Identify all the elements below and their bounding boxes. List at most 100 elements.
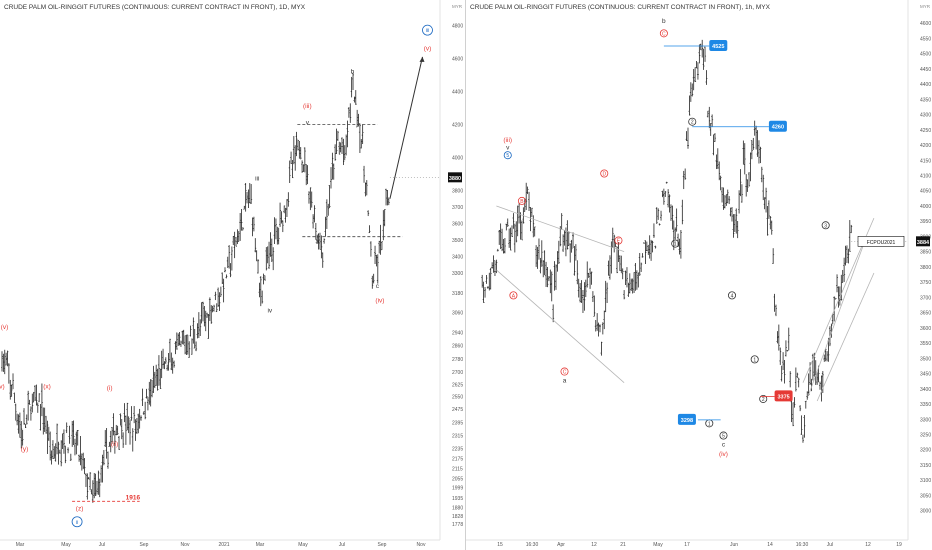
- y-tick-label: 2395: [452, 420, 463, 426]
- x-tick-label: Jul: [99, 542, 105, 548]
- current-price-label: 3880: [449, 176, 461, 182]
- price-axis-bg: [440, 0, 465, 550]
- level-label: 1916: [126, 494, 141, 501]
- wave-label: 1: [674, 242, 677, 248]
- x-tick-label: 16:30: [526, 542, 539, 548]
- y-tick-label: 3700: [452, 205, 463, 211]
- currency-label: MYR: [452, 4, 463, 9]
- y-tick-label: 3950: [920, 219, 931, 225]
- wave-label: b: [662, 18, 666, 25]
- trendline: [496, 205, 625, 253]
- trendline: [808, 239, 866, 396]
- y-tick-label: 3500: [920, 356, 931, 362]
- y-tick-label: 3600: [920, 326, 931, 332]
- wave-label-circle: [71, 516, 83, 528]
- wave-label: C: [662, 31, 666, 37]
- y-tick-label: 3700: [920, 295, 931, 301]
- current-price-box: [448, 172, 462, 183]
- chart-title-daily: CRUDE PALM OIL-RINGGIT FUTURES (CONTINUO…: [4, 4, 306, 11]
- x-tick-label: May: [298, 542, 308, 548]
- y-tick-label: 1828: [452, 514, 463, 520]
- price-axis-bg: [908, 0, 932, 550]
- y-tick-label: 3800: [920, 265, 931, 271]
- wave-label: (z): [76, 506, 84, 513]
- y-tick-label: 4350: [920, 97, 931, 103]
- y-tick-label: 3050: [920, 493, 931, 499]
- wave-label-circle: [719, 431, 728, 440]
- wave-label: v): [0, 383, 5, 390]
- x-tick-label: 16:30: [796, 542, 809, 548]
- wave-label: a: [563, 378, 567, 385]
- wave-label-circle: [727, 291, 736, 300]
- y-tick-label: 2475: [452, 407, 463, 413]
- wave-label: iii: [426, 28, 429, 34]
- x-tick-label: 19: [896, 542, 902, 548]
- wave-label: (v): [424, 45, 432, 52]
- x-tick-label: May: [61, 542, 71, 548]
- wave-label: b: [351, 68, 355, 75]
- y-tick-label: 4000: [920, 204, 931, 210]
- wave-label: v: [306, 120, 310, 127]
- y-tick-label: 3300: [920, 417, 931, 423]
- y-tick-label: 3400: [920, 387, 931, 393]
- hourly-chart[interactable]: MYR 3000 3050 3100 3150 3200 3250 3300 3350 3400 3…: [466, 0, 932, 550]
- wave-label: iv: [267, 308, 272, 315]
- wave-label: 2: [762, 397, 765, 403]
- x-tick-label: Sep: [140, 542, 149, 548]
- y-tick-label: 3850: [920, 250, 931, 256]
- x-tick-label: Jul: [827, 542, 833, 548]
- wave-label: A: [512, 293, 516, 299]
- x-tick-label: Apr: [557, 542, 565, 548]
- y-tick-label: 3350: [920, 402, 931, 408]
- x-tick-label: May: [653, 542, 663, 548]
- y-tick-label: 3000: [920, 509, 931, 515]
- price-marker-box: [774, 390, 793, 402]
- wave-label: (iv): [375, 298, 384, 305]
- y-tick-label: 4300: [920, 113, 931, 119]
- y-tick-label: 4550: [920, 36, 931, 42]
- currency-label: MYR: [920, 4, 931, 9]
- wave-label-circle: [821, 221, 830, 230]
- y-tick-label: 4500: [920, 52, 931, 58]
- trendline: [496, 269, 625, 383]
- wave-label-circle: [671, 239, 680, 248]
- daily-chart[interactable]: MYR 1778 1828 1880 1935 1999 2055 2115 2175 2235 2…: [0, 0, 465, 550]
- y-tick-label: 3150: [920, 463, 931, 469]
- pane-divider[interactable]: [465, 0, 466, 550]
- y-tick-label: 3750: [920, 280, 931, 286]
- y-tick-label: 4600: [452, 57, 463, 63]
- y-tick-label: 4600: [920, 21, 931, 27]
- x-tick-label: Sep: [378, 542, 387, 548]
- wave-label: D: [602, 171, 606, 177]
- wave-label: 1: [708, 421, 711, 427]
- y-tick-label: 2315: [452, 433, 463, 439]
- wave-label: E: [617, 239, 621, 245]
- wave-label: (ii): [111, 441, 118, 448]
- x-tick-label: 14: [767, 542, 773, 548]
- y-tick-label: 3060: [452, 311, 463, 317]
- x-tick-label: Nov: [181, 542, 190, 548]
- price-marker-label: 3298: [681, 418, 693, 424]
- chart-pane-daily: MYR 1778 1828 1880 1935 1999 2055 2115 2175 2235 2…: [0, 0, 465, 550]
- y-tick-label: 2235: [452, 447, 463, 453]
- y-tick-label: 2625: [452, 382, 463, 388]
- y-tick-label: 3180: [452, 291, 463, 297]
- price-marker-box: [677, 413, 696, 425]
- wave-label-circle: [759, 394, 768, 403]
- y-tick-label: 3800: [452, 189, 463, 195]
- y-tick-label: 3300: [452, 271, 463, 277]
- wave-label: ii: [76, 520, 78, 526]
- y-tick-label: 2780: [452, 357, 463, 363]
- x-tick-label: 21: [620, 542, 626, 548]
- y-tick-label: 4400: [920, 82, 931, 88]
- wave-label: iii: [255, 176, 259, 183]
- y-tick-label: 3500: [452, 238, 463, 244]
- x-tick-label: Nov: [417, 542, 426, 548]
- y-tick-label: 1880: [452, 505, 463, 511]
- y-tick-label: 4800: [452, 24, 463, 30]
- wave-label: (v): [1, 324, 9, 331]
- y-tick-label: 2700: [452, 370, 463, 376]
- y-tick-label: 3600: [452, 222, 463, 228]
- wave-label: 3: [824, 223, 827, 229]
- y-tick-label: 4200: [920, 143, 931, 149]
